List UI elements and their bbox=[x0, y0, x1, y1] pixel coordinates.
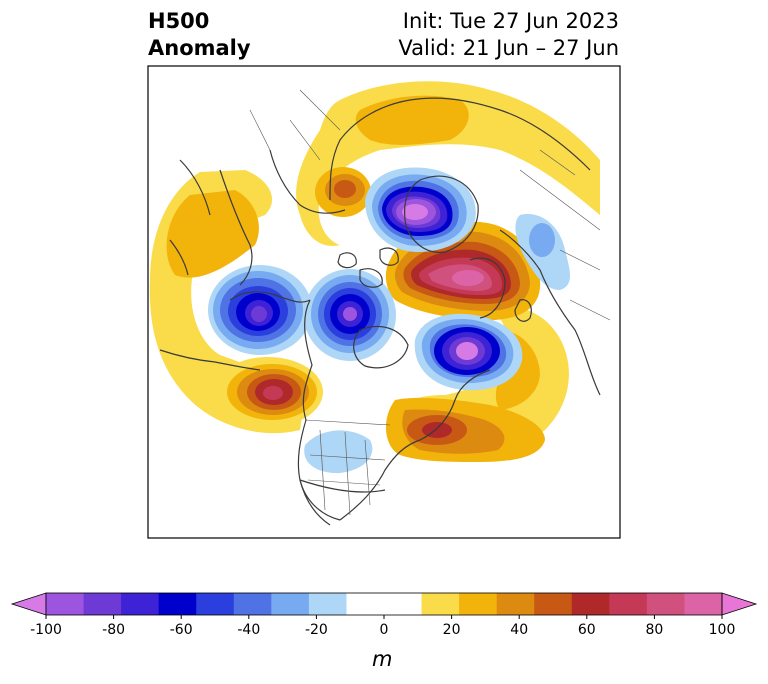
colorbar-tick-label: 60 bbox=[578, 622, 596, 638]
arctic-strong-ridge bbox=[385, 221, 541, 320]
colorbar-swatch bbox=[384, 593, 423, 615]
east-na-positive-anomaly bbox=[385, 397, 545, 462]
central-us-trough bbox=[304, 430, 373, 474]
colorbar-swatch bbox=[46, 593, 85, 615]
anomaly-map bbox=[147, 65, 621, 539]
valid-range-text: Valid: 21 Jun – 27 Jun bbox=[398, 36, 619, 60]
colorbar-swatch bbox=[121, 593, 160, 615]
colorbar-tick-label: 20 bbox=[443, 622, 461, 638]
colorbar-swatch bbox=[534, 593, 573, 615]
colorbar: -100 -80 -60 -40 -20 0 20 40 60 80 100 bbox=[10, 592, 758, 638]
north-atlantic-trough bbox=[414, 313, 523, 391]
colorbar-tick-label: -80 bbox=[102, 622, 125, 638]
colorbar-swatch bbox=[308, 593, 347, 615]
colorbar-swatch bbox=[233, 593, 272, 615]
colorbar-tick-label: 40 bbox=[510, 622, 528, 638]
map-field bbox=[148, 66, 620, 538]
colorbar-swatch bbox=[83, 593, 122, 615]
alaska-trough bbox=[208, 265, 312, 355]
colorbar-tick-label: 100 bbox=[709, 622, 736, 638]
colorbar-swatch bbox=[421, 593, 460, 615]
map-title: H500 Anomaly bbox=[148, 8, 251, 62]
colorbar-tick-label: -60 bbox=[170, 622, 193, 638]
colorbar-tick-label: -40 bbox=[237, 622, 260, 638]
colorbar-swatch bbox=[459, 593, 498, 615]
colorbar-tick-label: 0 bbox=[380, 622, 389, 638]
map-title-line1: H500 bbox=[148, 9, 210, 33]
ne-pacific-ridge bbox=[213, 357, 323, 427]
colorbar-extend-max bbox=[721, 592, 758, 616]
eurasia-positive-anomaly bbox=[296, 81, 600, 246]
colorbar-swatch bbox=[271, 593, 310, 615]
colorbar-unit-label: m bbox=[372, 647, 393, 671]
init-time-text: Init: Tue 27 Jun 2023 bbox=[402, 9, 619, 33]
colorbar-ticks: -100 -80 -60 -40 -20 0 20 40 60 80 100 bbox=[30, 615, 735, 638]
colorbar-boxes bbox=[10, 592, 758, 616]
coastlines bbox=[159, 97, 601, 526]
colorbar-swatch bbox=[158, 593, 197, 615]
map-frame bbox=[147, 65, 621, 539]
valid-time-label: Init: Tue 27 Jun 2023 Valid: 21 Jun – 27… bbox=[398, 8, 619, 62]
colorbar-tick-label: -100 bbox=[30, 622, 62, 638]
map-title-line2: Anomaly bbox=[148, 36, 251, 60]
beaufort-trough bbox=[304, 269, 396, 361]
political-boundaries bbox=[249, 89, 611, 516]
colorbar-swatch bbox=[571, 593, 610, 615]
colorbar-swatch bbox=[684, 593, 723, 615]
colorbar-swatch bbox=[346, 593, 385, 615]
colorbar-tick-label: 80 bbox=[645, 622, 663, 638]
polar-trough bbox=[365, 167, 476, 252]
europe-trough bbox=[515, 214, 570, 290]
colorbar-extend-min bbox=[10, 592, 47, 616]
colorbar-swatch bbox=[609, 593, 648, 615]
colorbar-swatch bbox=[196, 593, 235, 615]
colorbar-swatch bbox=[496, 593, 535, 615]
colorbar-swatch bbox=[646, 593, 685, 615]
colorbar-tick-label: -20 bbox=[305, 622, 328, 638]
